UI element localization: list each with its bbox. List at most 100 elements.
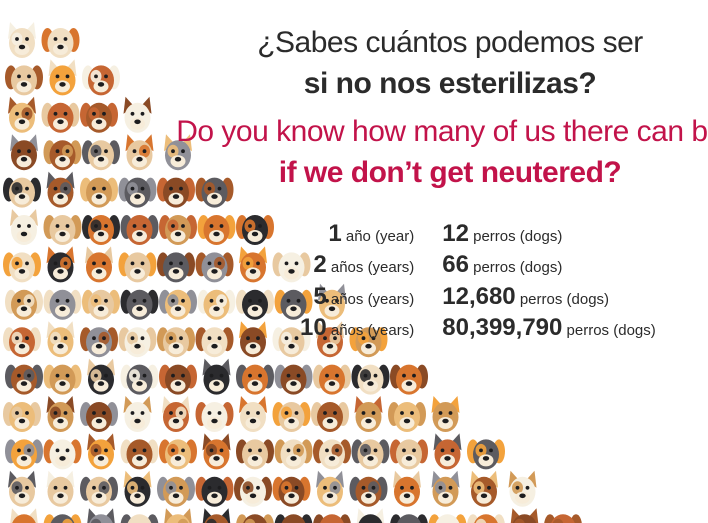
- dog-face-icon: [157, 327, 195, 358]
- dog-face-icon: [164, 508, 192, 523]
- dogs-value: 66: [442, 251, 469, 279]
- dog-face-icon: [311, 402, 349, 432]
- dog-face-icon: [43, 364, 82, 395]
- dog-face-icon: [87, 358, 115, 395]
- dog-face-icon: [46, 470, 75, 507]
- dog-face-icon: [195, 252, 234, 283]
- dog-face-icon: [239, 396, 267, 432]
- dog-face-icon: [120, 289, 159, 320]
- dog-face-icon: [236, 439, 274, 470]
- dog-face-icon: [433, 433, 462, 470]
- dogs-unit: perros (dogs): [468, 259, 563, 277]
- dog-face-icon: [3, 177, 41, 208]
- years-unit: años (years): [326, 290, 415, 308]
- dog-face-icon: [87, 433, 115, 470]
- dog-face-icon: [5, 439, 43, 470]
- dog-face-icon: [41, 28, 80, 58]
- dog-face-icon: [197, 215, 236, 245]
- dog-face-icon: [236, 514, 274, 523]
- dog-face-icon: [202, 508, 231, 523]
- dog-face-icon: [157, 252, 195, 283]
- dog-face-icon: [80, 402, 118, 432]
- dog-face-icon: [120, 514, 159, 523]
- dog-face-icon: [195, 177, 234, 208]
- years-value: 2: [313, 251, 327, 279]
- dog-face-icon: [274, 514, 313, 523]
- dog-face-icon: [467, 439, 505, 470]
- headline-english-line-2: if we don’t get neutered?: [278, 156, 622, 189]
- dog-face-icon: [195, 402, 234, 432]
- dog-face-icon: [510, 508, 539, 523]
- dog-face-icon: [316, 321, 344, 358]
- dog-face-icon: [118, 252, 157, 283]
- dog-face-icon: [195, 327, 234, 358]
- dog-face-icon: [239, 321, 267, 358]
- dog-population-table: 1 año (year) 12 perros (dogs) 2 años (ye…: [300, 218, 656, 344]
- dogs-value: 80,399,790: [442, 314, 563, 342]
- years-cell: 1 año (year): [300, 218, 442, 250]
- dog-face-icon: [8, 22, 36, 58]
- dog-face-icon: [272, 252, 311, 283]
- headline-spanish-line-1: ¿Sabes cuántos podemos ser: [257, 26, 643, 59]
- dog-face-icon: [431, 396, 460, 432]
- dog-face-icon: [118, 177, 157, 208]
- dogs-value: 12: [442, 219, 469, 247]
- dog-face-icon: [46, 396, 75, 432]
- dog-face-icon: [3, 252, 41, 283]
- table-row: 1 año (year) 12 perros (dogs): [300, 218, 656, 250]
- dog-face-icon: [388, 402, 426, 432]
- dog-face-icon: [82, 215, 120, 245]
- dog-face-icon: [356, 508, 385, 523]
- dog-face-icon: [118, 327, 157, 358]
- dog-face-icon: [8, 96, 36, 133]
- dog-face-icon: [351, 364, 390, 395]
- dog-face-icon: [5, 289, 43, 320]
- dog-face-icon: [82, 65, 120, 96]
- table-row: 2 años (years) 66 perros (dogs): [300, 250, 656, 282]
- dog-face-icon: [43, 215, 82, 245]
- headline-english-line-1: Do you know how many of us there can be: [176, 115, 708, 148]
- dog-face-icon: [43, 140, 82, 171]
- dog-face-icon: [162, 396, 190, 432]
- dog-face-icon: [390, 514, 428, 523]
- dog-face-icon: [313, 514, 351, 523]
- dog-face-icon: [390, 439, 428, 470]
- dog-face-icon: [10, 134, 38, 171]
- dog-face-icon: [43, 439, 82, 470]
- dog-face-icon: [3, 327, 41, 358]
- dog-face-icon: [80, 476, 118, 507]
- dog-face-icon: [318, 283, 346, 320]
- dog-face-icon: [508, 470, 537, 507]
- dog-face-icon: [41, 102, 80, 133]
- dog-face-icon: [202, 433, 231, 470]
- years-unit: año (year): [341, 227, 415, 245]
- dog-face-icon: [159, 215, 197, 245]
- dogs-cell: 66 perros (dogs): [442, 250, 656, 282]
- dog-face-icon: [8, 470, 36, 507]
- table-row: 10 años (years) 80,399,790 perros (dogs): [300, 313, 656, 345]
- dog-face-icon: [197, 289, 236, 320]
- dog-face-icon: [5, 65, 43, 96]
- dog-face-icon: [428, 514, 467, 523]
- years-unit: años (years): [326, 322, 415, 340]
- years-value: 10: [300, 314, 327, 342]
- dog-face-icon: [195, 476, 234, 507]
- dog-face-icon: [157, 177, 195, 208]
- dog-face-icon: [390, 364, 428, 395]
- dog-face-icon: [159, 289, 197, 320]
- dog-face-icon: [274, 289, 313, 320]
- dog-face-icon: [123, 96, 152, 133]
- dog-face-icon: [125, 134, 154, 171]
- dog-face-icon: [87, 508, 115, 523]
- years-cell: 10 años (years): [300, 313, 442, 345]
- dog-face-icon: [316, 470, 344, 507]
- dog-face-icon: [234, 476, 272, 507]
- dogs-unit: perros (dogs): [562, 322, 656, 340]
- dogs-unit: perros (dogs): [515, 290, 610, 308]
- dog-face-icon: [43, 514, 82, 523]
- dog-face-icon: [43, 289, 82, 320]
- dog-face-icon: [85, 246, 113, 283]
- dog-face-icon: [272, 476, 311, 507]
- dog-face-icon: [313, 439, 351, 470]
